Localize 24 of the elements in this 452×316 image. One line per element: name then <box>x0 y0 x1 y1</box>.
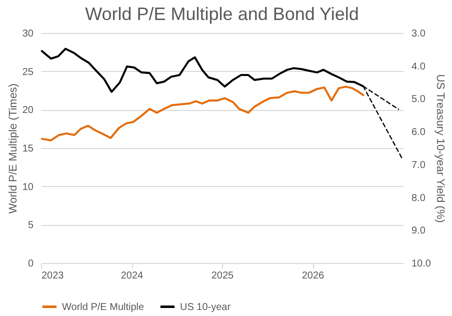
y-tick-label: 30 <box>22 28 34 40</box>
y2-tick-label: 10.0 <box>412 258 432 270</box>
x-tick-label: 2025 <box>211 270 234 282</box>
x-tick-label: 2024 <box>120 270 144 282</box>
y-tick-label: 15 <box>22 144 34 154</box>
y2-axis-title: US Treasury 10-year Yield (%) <box>434 74 446 223</box>
legend-label: World P/E Multiple <box>62 302 145 313</box>
y-tick-label: 10 <box>22 182 34 193</box>
y2-tick-label: 6.0 <box>412 127 426 138</box>
y-tick-label: 25 <box>22 66 34 78</box>
y2-tick-label: 7.0 <box>412 160 426 171</box>
legend-label: US 10-year <box>180 302 232 313</box>
y-tick-label: 5 <box>28 220 34 232</box>
y-tick-label: 0 <box>28 258 34 270</box>
chart-title: World P/E Multiple and Bond Yield <box>85 4 359 24</box>
y2-tick-label: 3.0 <box>412 28 426 40</box>
x-tick-label: 2023 <box>42 270 64 282</box>
x-tick-label: 2026 <box>302 270 325 282</box>
y2-tick-label: 5.0 <box>412 94 426 106</box>
y2-tick-label: 4.0 <box>412 61 426 72</box>
y2-tick-label: 9.0 <box>412 226 426 237</box>
y-axis-title: World P/E Multiple (Times) <box>7 83 20 214</box>
y-tick-label: 20 <box>22 105 34 116</box>
y2-tick-label: 8.0 <box>412 192 426 204</box>
